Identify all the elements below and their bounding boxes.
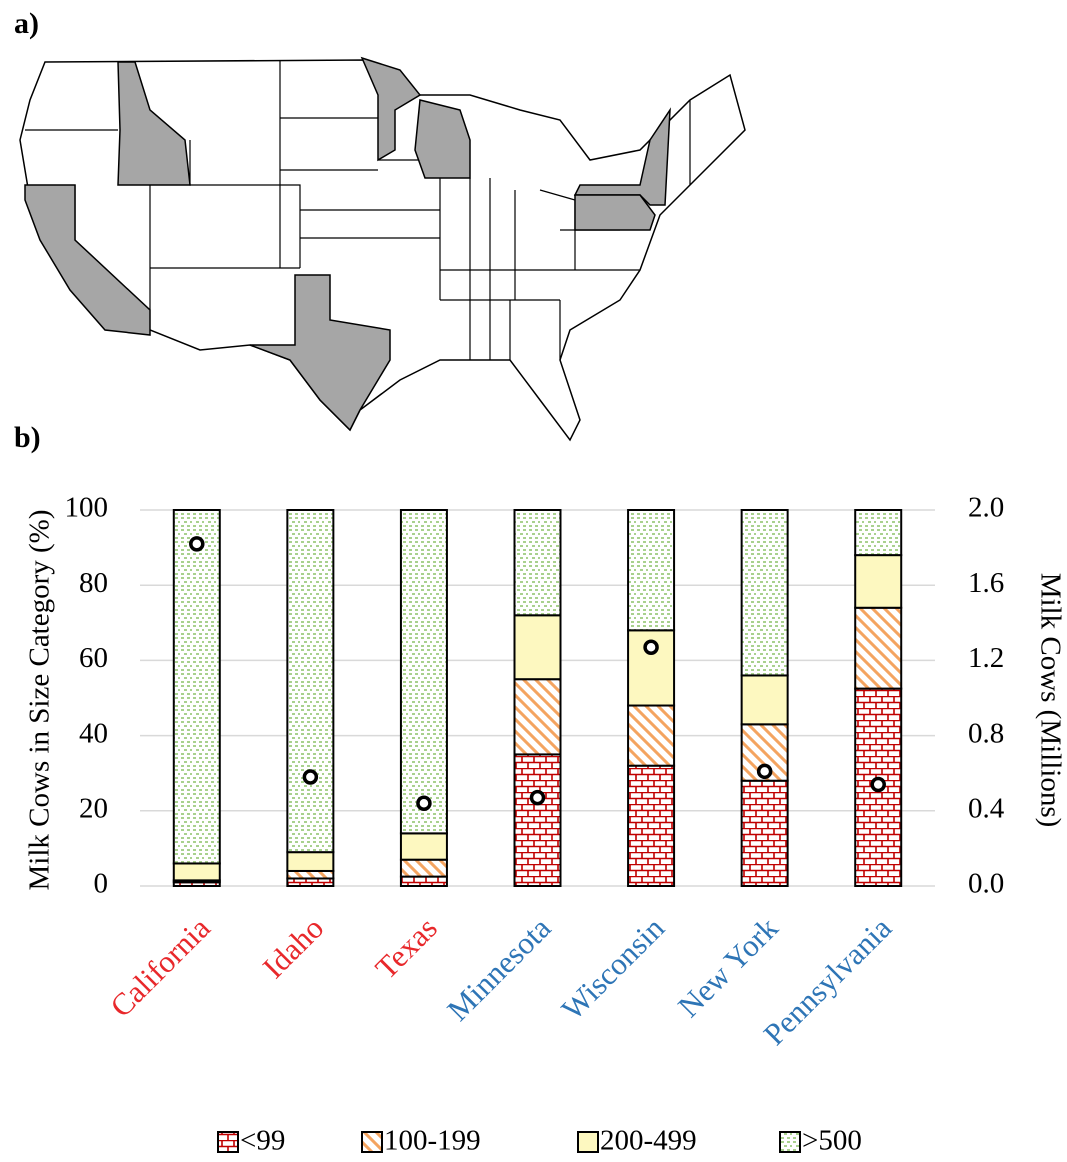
bar-segment [513,678,562,756]
bar-segment [172,509,221,865]
wisconsin [414,99,471,179]
california [24,184,151,336]
y2-axis-label: Milk Cows (Millions) [1034,573,1066,828]
x-tick-label: Texas [368,910,444,986]
bar-segment [399,832,448,861]
y-tick-label: 60 [79,642,108,674]
y-tick-label: 20 [79,792,108,824]
x-tick-label: Idaho [256,910,331,985]
y2-tick-label: 2.0 [968,492,1004,524]
legend-label: 200-499 [600,1125,697,1157]
marker [756,763,773,780]
legend-label: 100-199 [384,1125,481,1157]
marker [416,795,432,812]
bar-segment [513,753,562,888]
x-tick-label: Wisconsin [555,910,672,1027]
panel-label: b) [14,421,41,454]
x-tick-label: Minnesota [440,910,557,1027]
y2-tick-label: 0.0 [968,868,1004,900]
bar-chart: 0 20 40 60 80 100 0.0 0.4 0.8 1.2 1.6 2.0 California… [65,492,1005,1157]
legend-label: <99 [240,1125,285,1157]
marker [529,789,546,806]
y2-tick-label: 1.6 [968,567,1004,599]
legend-swatch [779,1131,801,1153]
y2-tick-label: 0.4 [968,792,1005,824]
legend-swatch [217,1131,239,1153]
legend-swatch [577,1131,599,1153]
bar-segment [627,704,676,767]
panel-label: a) [14,7,39,40]
marker [870,776,886,793]
y-axis-label: Milk Cows in Size Category (%) [24,510,56,891]
pennsylvania [574,194,656,231]
bar-segment [627,764,676,887]
y2-tick-label: 0.8 [968,717,1004,749]
bar-segment [513,509,562,617]
y-tick-label: 40 [79,717,108,749]
marker [643,639,659,655]
bar-segment [399,858,448,878]
bar-segment [399,509,448,835]
bar-segment [286,877,335,887]
y2-tick-label: 1.2 [968,642,1004,674]
bar-segment [172,862,221,882]
bar-segment [399,875,448,887]
bar-segment [740,509,789,677]
minnesota [360,56,422,162]
x-tick-label: New York [671,910,785,1024]
x-tick-label: California [103,910,217,1024]
bar-segment [854,554,903,609]
bar-segment [854,509,903,557]
marker [189,536,205,552]
bar-segment [286,869,335,880]
y-tick-label: 100 [65,492,109,524]
bar-segment [513,614,562,681]
bar-segment [854,606,903,690]
bar-segment [740,779,789,887]
texas [249,274,391,432]
bar-segment [627,509,676,632]
legend-swatch [361,1131,383,1153]
bar-segment [286,851,335,872]
marker [302,769,319,785]
y-tick-label: 80 [79,567,108,599]
y-tick-label: 0 [94,868,109,900]
bar-segment [740,674,789,726]
us-map [19,56,746,442]
bar-segment [286,509,335,854]
idaho [117,61,191,186]
legend-label: >500 [802,1125,862,1157]
